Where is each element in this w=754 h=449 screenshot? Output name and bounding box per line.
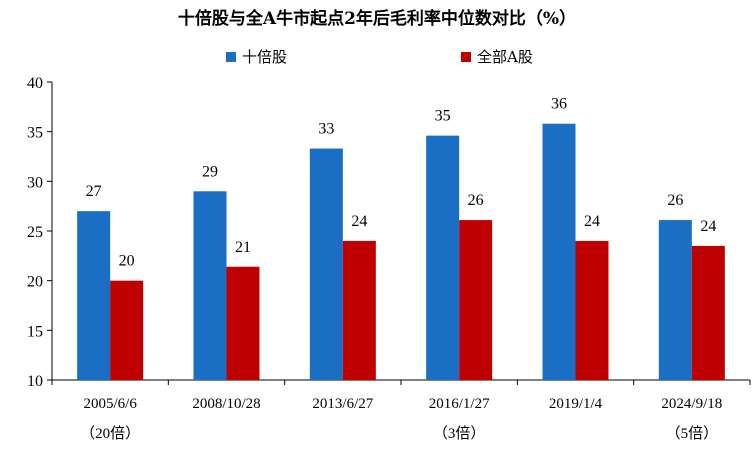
- legend-swatch-0: [226, 52, 236, 62]
- bar-all-a-2: [342, 240, 376, 380]
- bar-ten-bagger-0: [77, 211, 111, 380]
- data-label: 33: [318, 121, 334, 138]
- bar-ten-bagger-4: [542, 123, 576, 380]
- y-tick-label: 10: [27, 373, 43, 390]
- legend-label-1: 全部A股: [477, 48, 533, 66]
- bar-ten-bagger-5: [658, 220, 692, 380]
- legend: 十倍股 全部A股: [226, 48, 533, 66]
- y-tick-label: 40: [27, 75, 43, 92]
- bar-ten-bagger-2: [309, 148, 343, 380]
- data-label: 21: [235, 239, 251, 256]
- data-label: 24: [351, 213, 367, 230]
- bars: [77, 123, 725, 380]
- bar-ten-bagger-3: [426, 135, 460, 380]
- x-category-label: 2016/1/27: [429, 396, 490, 412]
- data-label: 29: [202, 163, 218, 180]
- bar-all-a-0: [110, 280, 144, 380]
- x-category-label: 2005/6/6: [83, 396, 137, 412]
- x-category-note: （5倍）: [666, 425, 719, 442]
- x-category-label: 2024/9/18: [661, 396, 722, 412]
- x-category-label: 2008/10/28: [192, 396, 260, 412]
- bar-all-a-4: [575, 240, 609, 380]
- y-tick-label: 25: [27, 224, 43, 241]
- y-tick-label: 30: [27, 174, 43, 191]
- y-tick-label: 15: [27, 323, 43, 340]
- data-label: 35: [435, 108, 451, 125]
- legend-swatch-1: [461, 52, 471, 62]
- data-label: 20: [119, 253, 135, 270]
- chart-title: 十倍股与全A牛市起点2年后毛利率中位数对比（%）: [178, 8, 576, 29]
- data-label: 24: [700, 218, 716, 235]
- legend-label-0: 十倍股: [242, 48, 287, 66]
- bar-all-a-5: [691, 245, 725, 380]
- data-label: 27: [86, 183, 102, 200]
- y-tick-label: 35: [27, 125, 43, 142]
- bar-ten-bagger-1: [193, 191, 227, 380]
- data-label: 36: [551, 96, 567, 113]
- x-category-note: （3倍）: [433, 425, 486, 442]
- x-category-label: 2013/6/27: [312, 396, 373, 412]
- bar-all-a-3: [459, 220, 493, 380]
- data-labels: 27 29 33 35 36 26 20 21 24 26 24 24: [86, 96, 717, 270]
- data-label: 26: [667, 192, 683, 209]
- y-tick-label: 20: [27, 274, 43, 291]
- data-label: 24: [584, 213, 600, 230]
- x-category-label: 2019/1/4: [549, 396, 603, 412]
- axes: 10 15 20 25 30 35 40 2005/6/6 （20倍） 2008/10/28 201…: [27, 75, 751, 442]
- x-category-note: （20倍）: [80, 425, 140, 442]
- bar-all-a-1: [226, 266, 260, 380]
- data-label: 26: [468, 192, 484, 209]
